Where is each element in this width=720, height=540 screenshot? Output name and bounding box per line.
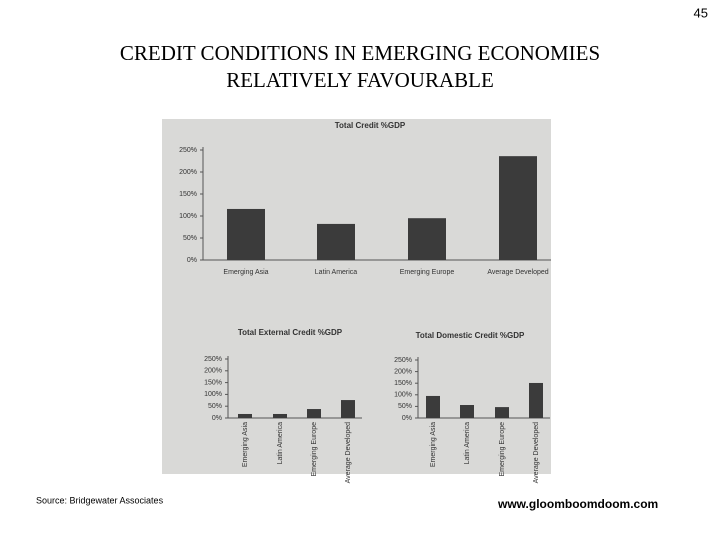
x-tick-label: Average Developed xyxy=(345,422,352,483)
y-tick-label: 100% xyxy=(204,391,222,398)
x-tick-label: Emerging Asia xyxy=(242,422,249,467)
y-tick-label: 100% xyxy=(394,392,412,399)
y-tick-label: 200% xyxy=(204,368,222,375)
x-tick-label: Average Developed xyxy=(487,269,548,276)
x-tick-label: Emerging Europe xyxy=(400,269,455,276)
x-tick-label: Emerging Europe xyxy=(499,422,506,477)
website: www.gloomboomdoom.com xyxy=(497,497,658,511)
chart-title: Total Credit %GDP xyxy=(335,121,406,130)
page-number: 45 xyxy=(694,5,708,20)
scan-background xyxy=(162,119,551,474)
chart-title: Total Domestic Credit %GDP xyxy=(416,331,525,340)
bar xyxy=(426,395,440,418)
x-tick-label: Emerging Asia xyxy=(430,422,437,467)
bar xyxy=(341,400,355,418)
y-tick-label: 50% xyxy=(398,403,412,410)
y-tick-label: 250% xyxy=(394,357,412,364)
slide-title: RELATIVELY FAVOURABLE xyxy=(226,68,494,92)
x-tick-label: Emerging Asia xyxy=(223,269,268,276)
y-tick-label: 0% xyxy=(212,415,222,422)
slide-title: CREDIT CONDITIONS IN EMERGING ECONOMIES xyxy=(120,41,600,65)
y-tick-label: 150% xyxy=(179,191,197,198)
bar xyxy=(317,223,355,260)
chart-title: Total External Credit %GDP xyxy=(238,328,343,337)
y-tick-label: 200% xyxy=(394,368,412,375)
y-tick-label: 250% xyxy=(204,356,222,363)
x-tick-label: Latin America xyxy=(315,269,358,276)
y-tick-label: 150% xyxy=(204,379,222,386)
y-tick-label: 200% xyxy=(179,169,197,176)
y-tick-label: 150% xyxy=(394,380,412,387)
source: Source: Bridgewater Associates xyxy=(36,495,164,505)
y-tick-label: 100% xyxy=(179,213,197,220)
bar xyxy=(273,413,287,418)
x-tick-label: Latin America xyxy=(277,422,284,465)
x-tick-label: Latin America xyxy=(464,422,471,465)
bar xyxy=(408,218,446,260)
y-tick-label: 50% xyxy=(183,235,197,242)
x-tick-label: Emerging Europe xyxy=(311,422,318,477)
bar xyxy=(495,407,509,418)
y-tick-label: 0% xyxy=(187,257,197,264)
bar xyxy=(529,382,543,418)
y-tick-label: 50% xyxy=(208,403,222,410)
bar xyxy=(227,208,265,260)
bar xyxy=(307,409,321,418)
y-tick-label: 0% xyxy=(402,415,412,422)
x-tick-label: Average Developed xyxy=(533,422,540,483)
bar xyxy=(499,156,537,260)
y-tick-label: 250% xyxy=(179,147,197,154)
bar xyxy=(460,405,474,418)
bar xyxy=(238,413,252,418)
